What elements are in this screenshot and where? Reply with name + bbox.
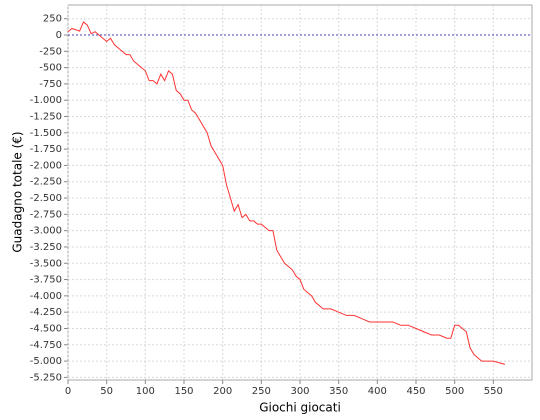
x-tick-label: 400 bbox=[368, 386, 387, 397]
y-tick-label: -4.750 bbox=[30, 340, 62, 351]
y-tick-label: -4.000 bbox=[30, 291, 62, 302]
y-tick-label: -5.000 bbox=[30, 356, 62, 367]
y-tick-label: -1.750 bbox=[30, 144, 62, 155]
x-tick-label: 500 bbox=[445, 386, 464, 397]
y-tick-label: -3.750 bbox=[30, 275, 62, 286]
x-tick-label: 350 bbox=[329, 386, 348, 397]
y-tick-label: -3.000 bbox=[30, 226, 62, 237]
y-tick-label: -4.500 bbox=[30, 323, 62, 334]
y-tick-label: -250 bbox=[39, 46, 62, 57]
y-tick-label: -1.000 bbox=[30, 95, 62, 106]
y-tick-label: -3.500 bbox=[30, 258, 62, 269]
y-tick-label: -2.000 bbox=[30, 160, 62, 171]
x-axis-title: Giochi giocati bbox=[259, 401, 341, 415]
x-tick-label: 0 bbox=[65, 386, 71, 397]
x-tick-label: 300 bbox=[290, 386, 309, 397]
x-tick-label: 450 bbox=[406, 386, 425, 397]
y-tick-label: -500 bbox=[39, 63, 62, 74]
x-tick-label: 200 bbox=[213, 386, 232, 397]
y-tick-label: -1.250 bbox=[30, 112, 62, 123]
y-axis-title: Guadagno totale (€) bbox=[11, 131, 25, 252]
y-tick-label: -3.250 bbox=[30, 242, 62, 253]
x-tick-label: 250 bbox=[252, 386, 271, 397]
y-tick-label: -4.250 bbox=[30, 307, 62, 318]
x-tick-label: 150 bbox=[174, 386, 193, 397]
y-tick-label: -2.250 bbox=[30, 177, 62, 188]
y-tick-label: -5.250 bbox=[30, 372, 62, 383]
y-tick-label: -2.750 bbox=[30, 209, 62, 220]
x-tick-label: 550 bbox=[484, 386, 503, 397]
y-tick-label: -1.500 bbox=[30, 128, 62, 139]
x-tick-label: 100 bbox=[136, 386, 155, 397]
y-tick-label: -2.500 bbox=[30, 193, 62, 204]
y-tick-label: 250 bbox=[43, 14, 62, 25]
data-line bbox=[67, 21, 506, 365]
y-tick-label: 0 bbox=[56, 30, 62, 41]
y-tick-label: -750 bbox=[39, 79, 62, 90]
x-tick-label: 50 bbox=[100, 386, 113, 397]
